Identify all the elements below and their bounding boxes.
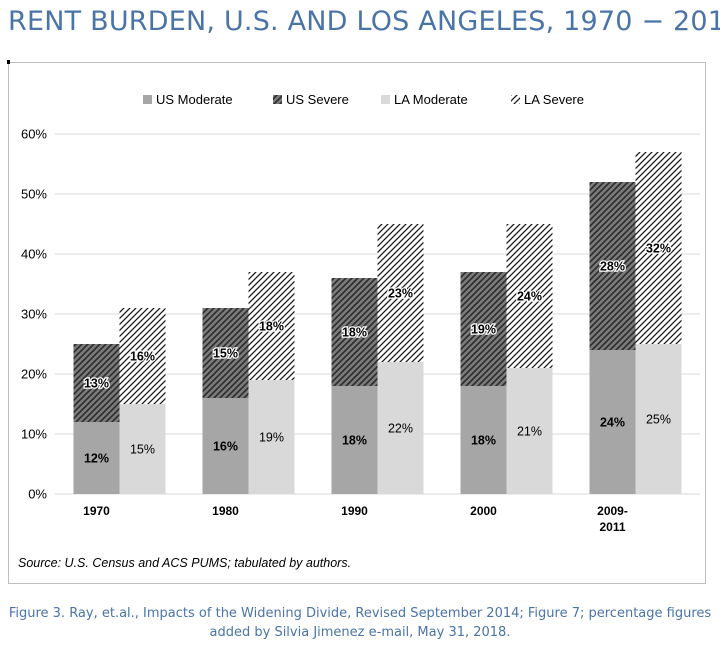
legend-swatch bbox=[381, 95, 390, 104]
x-tick-label: 2000 bbox=[470, 504, 497, 518]
bar-segment bbox=[377, 362, 424, 494]
data-label: 21% bbox=[517, 425, 542, 439]
data-label: 18% bbox=[471, 434, 496, 448]
data-label: 16% bbox=[130, 350, 155, 364]
y-tick-label: 60% bbox=[21, 127, 47, 142]
y-tick-label: 20% bbox=[21, 367, 47, 382]
figure-caption: Figure 3. Ray, et.al., Impacts of the Wi… bbox=[0, 604, 720, 642]
bar-segment bbox=[377, 224, 424, 362]
legend-label: LA Severe bbox=[524, 92, 584, 107]
data-label: 13% bbox=[84, 377, 109, 391]
data-label: 22% bbox=[388, 422, 413, 436]
data-label: 12% bbox=[84, 452, 109, 466]
bar-segment bbox=[460, 272, 507, 386]
legend-swatch bbox=[511, 95, 520, 104]
legend-label: LA Moderate bbox=[394, 92, 468, 107]
page-title: RENT BURDEN, U.S. AND LOS ANGELES, 1970 … bbox=[8, 6, 720, 37]
figure-caption-line1: Figure 3. Ray, et.al., Impacts of the Wi… bbox=[8, 606, 712, 621]
bar-segment bbox=[460, 386, 507, 494]
source-note: Source: U.S. Census and ACS PUMS; tabula… bbox=[18, 556, 352, 570]
x-tick-label: 2011 bbox=[599, 520, 625, 534]
bar-segment bbox=[248, 380, 295, 494]
figure-caption-line2: added by Silvia Jimenez e-mail, May 31, … bbox=[209, 625, 511, 640]
data-label: 25% bbox=[646, 413, 671, 427]
data-label: 24% bbox=[517, 290, 542, 304]
data-label: 23% bbox=[388, 287, 413, 301]
corner-mark bbox=[7, 60, 10, 64]
bar-segment bbox=[73, 422, 120, 494]
y-tick-label: 0% bbox=[28, 487, 47, 502]
data-label: 18% bbox=[342, 434, 367, 448]
bar-segment bbox=[202, 308, 249, 398]
data-label: 32% bbox=[646, 242, 671, 256]
y-tick-label: 40% bbox=[21, 247, 47, 262]
x-tick-label: 1990 bbox=[341, 504, 368, 518]
bar-segment bbox=[506, 224, 553, 368]
data-label: 15% bbox=[213, 347, 238, 361]
y-tick-label: 50% bbox=[21, 187, 47, 202]
x-tick-label: 1980 bbox=[212, 504, 239, 518]
data-label: 24% bbox=[600, 416, 625, 430]
y-tick-label: 30% bbox=[21, 307, 47, 322]
data-label: 28% bbox=[600, 260, 625, 274]
legend-label: US Moderate bbox=[156, 92, 233, 107]
bar-segment bbox=[331, 386, 378, 494]
data-label: 19% bbox=[471, 323, 496, 337]
data-label: 16% bbox=[213, 440, 238, 454]
bar-segment bbox=[73, 344, 120, 422]
bar-segment bbox=[119, 308, 166, 404]
bar-segment bbox=[635, 344, 682, 494]
y-tick-label: 10% bbox=[21, 427, 47, 442]
data-label: 18% bbox=[259, 320, 284, 334]
bar-segment bbox=[635, 152, 682, 344]
data-label: 19% bbox=[259, 431, 284, 445]
bar-segment bbox=[589, 182, 636, 350]
bar-segment bbox=[589, 350, 636, 494]
legend-swatch bbox=[143, 95, 152, 104]
bar-segment bbox=[248, 272, 295, 380]
x-tick-label: 1970 bbox=[83, 504, 110, 518]
bar-segment bbox=[202, 398, 249, 494]
data-label: 15% bbox=[130, 443, 155, 457]
bar-segment bbox=[331, 278, 378, 386]
x-tick-label: 2009- bbox=[597, 504, 628, 518]
bar-segment bbox=[506, 368, 553, 494]
legend-label: US Severe bbox=[286, 92, 349, 107]
bar-segment bbox=[119, 404, 166, 494]
legend-swatch bbox=[273, 95, 282, 104]
figure-frame bbox=[8, 62, 706, 584]
data-label: 18% bbox=[342, 326, 367, 340]
